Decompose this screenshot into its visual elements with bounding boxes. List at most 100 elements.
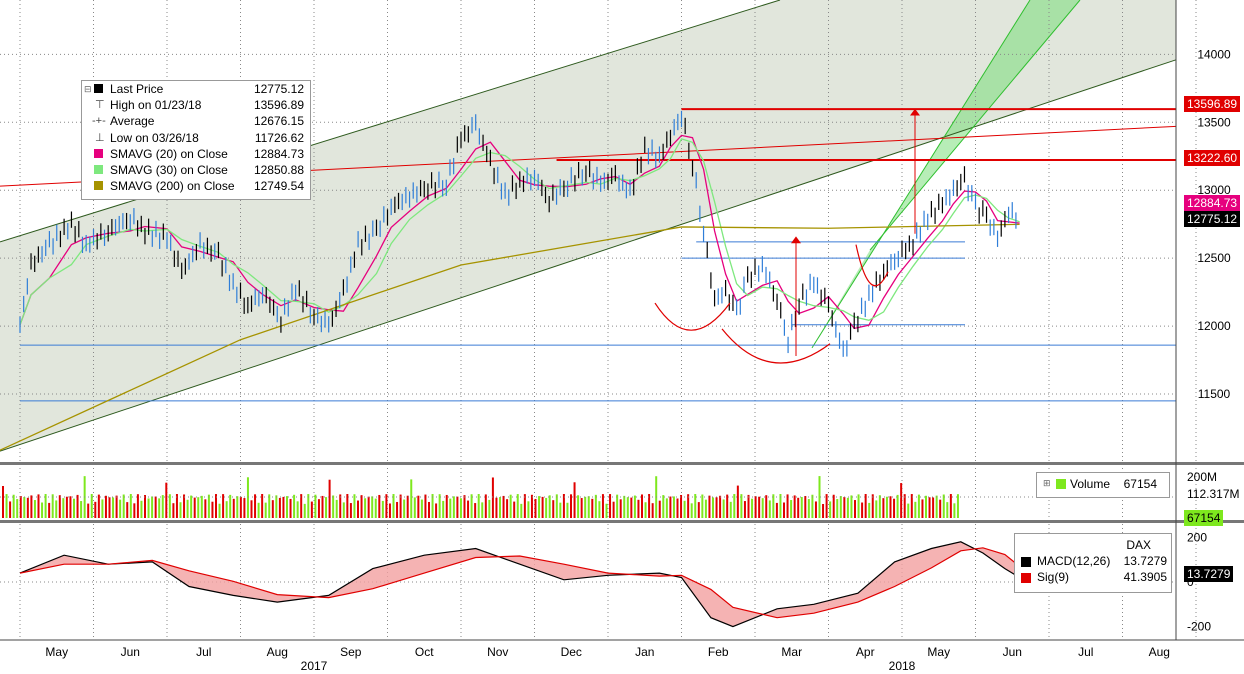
legend-value: 12884.73 (253, 146, 304, 161)
volume-bar (839, 496, 842, 518)
cup-arc-2 (721, 328, 831, 364)
volume-bar (953, 503, 956, 518)
volume-bar (154, 496, 157, 518)
volume-bar (506, 499, 509, 518)
volume-bar (385, 494, 388, 518)
sig-line (19, 547, 1020, 619)
price-tick-label: 11500 (1198, 387, 1231, 401)
volume-bar (523, 494, 526, 518)
volume-bar (452, 496, 455, 518)
volume-bar (797, 497, 800, 518)
volume-bar (2, 486, 4, 518)
volume-bar (949, 494, 952, 518)
volume-bar (332, 495, 335, 518)
volume-bar (147, 498, 150, 518)
volume-bar (882, 498, 885, 518)
volume-bar (122, 494, 125, 518)
volume-bar (222, 494, 225, 518)
collapse-icon[interactable]: ⊟ (84, 84, 92, 94)
year-label: 2018 (889, 659, 916, 673)
volume-bar (690, 503, 693, 518)
legend-label: High on 01/23/18 (110, 98, 202, 113)
volume-bar (875, 500, 878, 518)
volume-bar (857, 494, 860, 518)
high-marker-icon: ⊤ (95, 99, 105, 112)
volume-bar (786, 494, 789, 518)
volume-bar (456, 496, 459, 518)
volume-bar (775, 502, 778, 518)
legend-label: Low on 03/26/18 (110, 130, 199, 145)
volume-bar (328, 479, 331, 518)
volume-bar (513, 501, 516, 518)
volume-bar (893, 498, 896, 518)
volume-bar (104, 495, 107, 518)
volume-bar (19, 496, 22, 518)
volume-bar (76, 494, 79, 518)
macd-swatch (1021, 557, 1031, 567)
volume-bar (903, 494, 906, 518)
volume-legend: ⊞ Volume 67154 (1036, 472, 1170, 498)
volume-bar (814, 501, 817, 518)
cup-arc-3 (855, 244, 889, 287)
tag-last-price: 12775.12 (1184, 211, 1241, 227)
macd-line (19, 541, 1020, 628)
volume-bar (97, 494, 100, 518)
volume-bar (818, 476, 821, 518)
volume-bar (161, 495, 164, 518)
volume-bar (264, 502, 267, 518)
volume-bar (495, 497, 498, 518)
volume-bar (793, 495, 796, 518)
legend-value: 13596.89 (253, 98, 304, 113)
volume-bar (364, 498, 367, 518)
expand-icon[interactable]: ⊞ (1043, 478, 1051, 488)
volume-bar (246, 477, 249, 518)
volume-bar (282, 496, 285, 518)
volume-label: Volume (1070, 477, 1111, 491)
volume-bar (239, 496, 242, 518)
volume-bar (719, 495, 722, 518)
volume-bar (843, 496, 846, 518)
volume-bar (736, 485, 739, 518)
tag-volume: 67154 (1184, 510, 1224, 526)
arrow-head-1 (791, 236, 801, 244)
volume-bar (9, 501, 12, 518)
volume-bar (232, 498, 235, 518)
volume-bar (900, 483, 903, 518)
x-tick-label: Jul (1078, 645, 1093, 659)
volume-bar (112, 497, 115, 518)
green-channel-right (869, 0, 1081, 251)
volume-bar (942, 494, 945, 518)
legend-label: SMAVG (200) on Close (110, 179, 235, 194)
volume-bar (431, 494, 434, 518)
volume-bar (378, 494, 381, 518)
volume-bar (44, 494, 47, 518)
tag-sma20: 12884.73 (1184, 195, 1241, 211)
macd-value: 13.7279 (1123, 554, 1167, 568)
volume-bar (800, 497, 803, 518)
volume-bar (12, 494, 15, 518)
volume-bar (878, 495, 881, 518)
volume-bar (946, 502, 949, 518)
volume-bar (90, 494, 93, 518)
volume-bar (516, 494, 519, 518)
volume-bar (442, 500, 445, 518)
volume-bar (580, 498, 583, 518)
volume-bar (193, 497, 196, 518)
volume-bar (360, 495, 363, 518)
volume-bar (939, 499, 942, 518)
volume-bar (754, 496, 757, 518)
volume-bar (910, 494, 913, 518)
volume-bar (175, 494, 178, 518)
x-tick-label: Jun (1003, 645, 1022, 659)
volume-bar (126, 502, 129, 518)
panel-separator-2 (0, 520, 1244, 523)
volume-bar (310, 501, 313, 518)
volume-bar (357, 500, 359, 518)
volume-bar (829, 501, 832, 518)
volume-bar (562, 494, 565, 518)
volume-bar (392, 494, 395, 518)
sma200-line (0, 223, 1020, 451)
volume-bar (509, 494, 512, 518)
volume-bar (751, 498, 754, 518)
